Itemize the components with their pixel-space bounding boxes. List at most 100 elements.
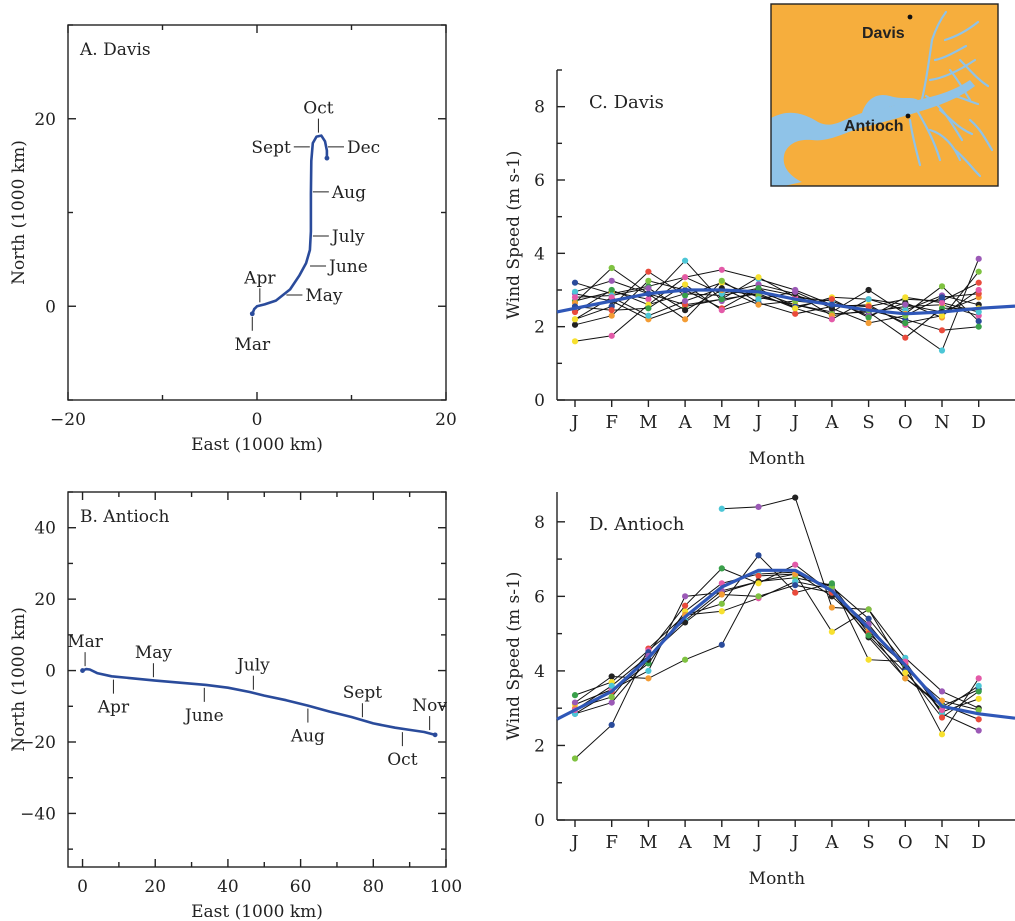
y-tick-label: −20 (20, 733, 56, 753)
trajectory-end (432, 732, 438, 738)
month-annotation: Apr (97, 698, 130, 718)
y-axis-label: Wind Speed (m s-1) (504, 151, 524, 320)
station-data-point (718, 307, 725, 314)
map-site-marker (905, 113, 911, 119)
map-suisun-bay (862, 94, 918, 114)
month-tick-label: J (753, 832, 762, 853)
month-annotation: Nov (412, 696, 447, 716)
month-tick-label: J (790, 832, 799, 853)
station-data-point (571, 338, 579, 345)
station-data-point (608, 277, 615, 284)
station-data-point (828, 604, 836, 611)
trajectory-line (251, 134, 329, 316)
station-data-point (902, 675, 909, 682)
station-data-point (975, 308, 982, 316)
month-annotation: June (327, 257, 368, 277)
station-data-point (755, 301, 762, 308)
station-data-point (792, 561, 799, 568)
station-data-point (682, 307, 689, 314)
x-tick-label: 80 (362, 877, 384, 897)
station-series-line (574, 258, 980, 352)
map-river-channel (928, 128, 962, 162)
station-data-point (571, 294, 579, 301)
month-annotation: Mar (67, 632, 104, 652)
station-data-point (571, 316, 579, 323)
station-data-point (902, 319, 909, 327)
month-tick-label: F (605, 832, 618, 853)
station-data-point (975, 695, 982, 702)
map-river-channel (930, 10, 948, 42)
station-series-line (574, 287, 979, 319)
station-data-point (975, 323, 982, 330)
station-data-point (828, 628, 836, 635)
month-tick-label: J (753, 412, 762, 433)
month-tick-label: M (639, 832, 657, 853)
x-axis-label: Month (749, 449, 805, 469)
month-tick-label: D (971, 832, 985, 853)
station-data-point (865, 615, 872, 622)
month-tick-label: S (862, 832, 874, 853)
station-data-point (645, 312, 652, 319)
station-data-point (682, 281, 689, 288)
month-annotation: Aug (331, 183, 366, 203)
station-data-point (755, 274, 762, 281)
month-tick-label: N (934, 832, 950, 853)
month-tick-label: S (862, 412, 874, 433)
station-data-point (682, 316, 689, 323)
map-site-label: Antioch (844, 118, 904, 135)
panel-title: B. Antioch (80, 507, 170, 527)
station-data-point (975, 688, 982, 695)
station-data-point (975, 675, 982, 682)
month-tick-label: N (934, 412, 950, 433)
trajectory-end (324, 155, 330, 161)
month-annotation: May (135, 643, 173, 663)
month-annotation: Aug (290, 727, 325, 747)
y-tick-label: 0 (45, 297, 56, 317)
station-series-line (574, 276, 979, 331)
station-data-point (608, 699, 615, 706)
y-axis-label: Wind Speed (m s-1) (504, 572, 524, 741)
station-data-point (718, 608, 725, 615)
station-data-point (938, 688, 946, 695)
station-data-point (975, 716, 982, 723)
month-annotation: July (235, 656, 270, 676)
station-series-line (574, 571, 979, 720)
month-annotation: May (305, 286, 343, 306)
map-river-channel (916, 110, 942, 162)
month-tick-label: M (639, 412, 657, 433)
station-data-point (902, 669, 909, 676)
map-river-channel (958, 58, 990, 88)
station-data-point (645, 296, 652, 303)
station-data-point (975, 318, 982, 325)
station-series-line (574, 287, 979, 324)
month-tick-label: J (569, 412, 578, 433)
station-data-point (865, 606, 872, 613)
station-data-point (571, 755, 579, 762)
station-data-point (571, 699, 579, 706)
y-tick-label: 20 (34, 110, 56, 130)
panel-title: D. Antioch (589, 514, 685, 535)
map-river-channel (968, 118, 994, 152)
month-tick-label: M (713, 412, 731, 433)
station-data-point (682, 257, 689, 264)
trajectory-start (80, 668, 85, 673)
station-data-point (718, 591, 725, 598)
y-tick-label: 2 (534, 318, 545, 338)
station-data-point (718, 565, 725, 572)
station-data-point (755, 503, 762, 511)
station-data-point (792, 582, 799, 589)
station-data-point (682, 593, 689, 600)
month-tick-label: O (898, 412, 913, 433)
month-tick-label: O (898, 832, 913, 853)
station-data-point (865, 314, 872, 321)
station-data-point (608, 682, 615, 689)
station-data-point (718, 505, 725, 512)
mean-wind-line (556, 568, 1015, 721)
station-data-point (938, 706, 946, 714)
x-tick-label: 60 (290, 877, 312, 897)
station-data-point (608, 307, 615, 314)
station-series-line (574, 554, 979, 731)
month-tick-label: F (605, 412, 618, 433)
station-data-point (938, 283, 946, 290)
map-frame (770, 3, 999, 187)
